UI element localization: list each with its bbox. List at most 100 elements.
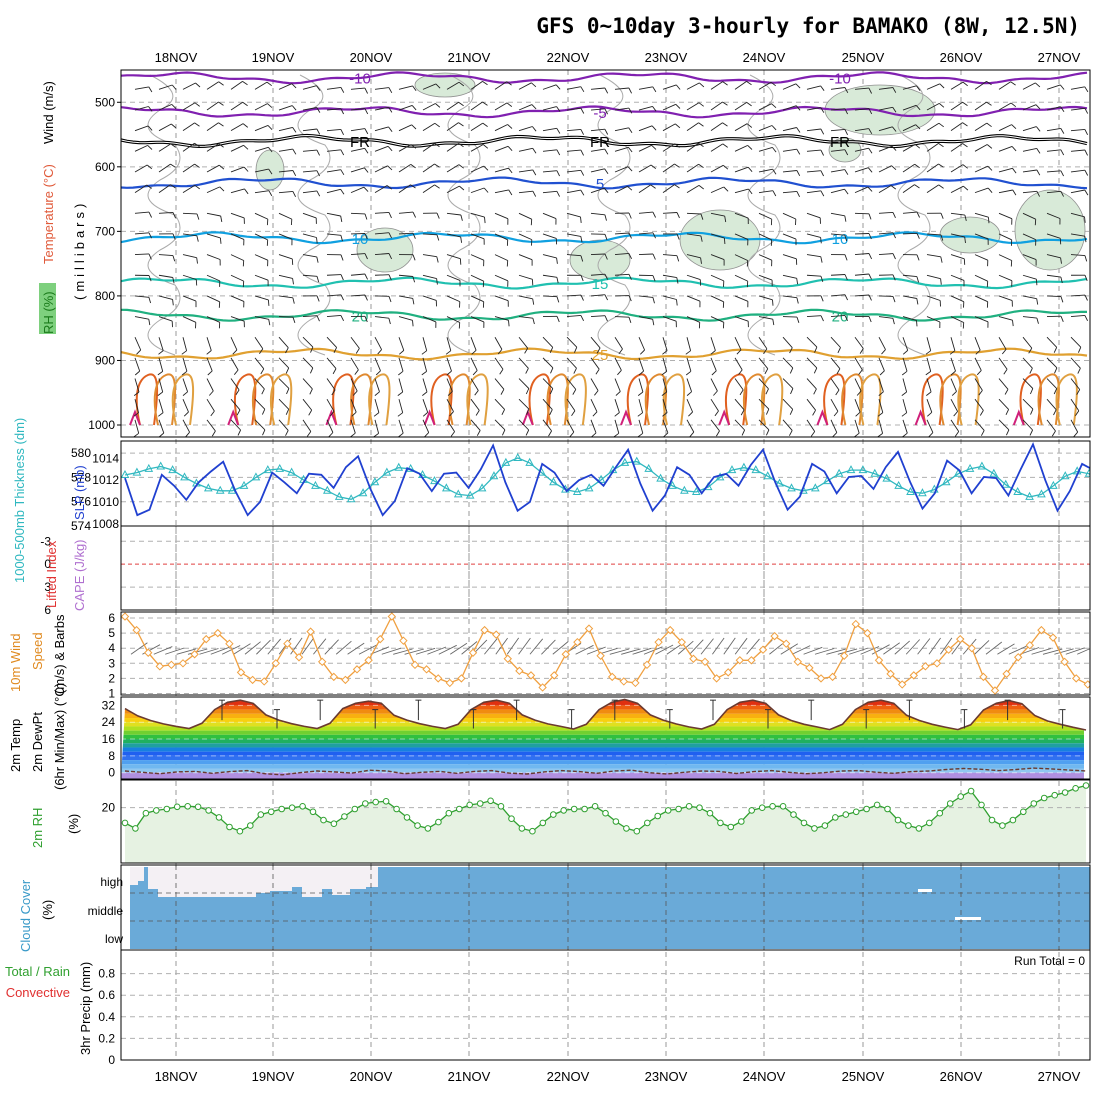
wind-barb: [710, 295, 724, 303]
thickness-point: [132, 467, 142, 476]
thickness-point: [620, 457, 630, 466]
wind-speed-point: [549, 671, 559, 680]
wind-barb: [206, 295, 220, 303]
wind-speed-point: [723, 668, 733, 677]
wind-barb-flag: [556, 257, 558, 264]
wind-barb: [998, 378, 1009, 390]
wind-barb: [350, 273, 365, 276]
wind-barb-flag: [820, 276, 824, 283]
wind-barb-flag: [901, 412, 907, 417]
wind-barb: [446, 337, 452, 351]
wind-barb: [494, 81, 507, 90]
wind-barb-flag: [422, 391, 428, 396]
p1-tick-label: 600: [95, 160, 115, 174]
wind-barb: [974, 165, 988, 173]
wind-barb-flag: [267, 299, 270, 306]
warm-contour: [1019, 373, 1042, 426]
wind-barb: [422, 399, 429, 413]
temp-band: [121, 722, 1084, 727]
wind-barb: [1022, 147, 1037, 152]
wind-barb-flag: [975, 349, 981, 355]
wind-barb: [782, 357, 794, 369]
wind-barb-flag: [595, 368, 600, 375]
rh-point: [978, 801, 985, 809]
wind-barb-flag: [854, 432, 860, 438]
wind-barb-flag: [309, 388, 313, 395]
wind-barb: [1046, 149, 1061, 152]
wind-barb: [998, 102, 1012, 111]
wind-speed-point: [828, 672, 837, 682]
rh-point: [121, 819, 129, 827]
wind-speed-point: [515, 666, 524, 676]
p7-label-a: Cloud Cover: [18, 879, 33, 952]
wind-barb-flag: [868, 108, 873, 115]
wind-barb-flag: [133, 432, 139, 438]
cloud-gap: [332, 867, 350, 895]
isotherm-label: 15: [592, 276, 609, 293]
p8-tick-label: 0.2: [98, 1031, 115, 1045]
wind-barb: [758, 190, 773, 194]
rh-point: [832, 814, 839, 821]
wind-barb: [422, 357, 428, 372]
wind-barb: [542, 357, 554, 369]
wind-barb: [494, 189, 509, 194]
surface-wind-barb: [871, 644, 890, 655]
wind-barb-flag: [158, 412, 164, 417]
wind-barb-flag: [525, 429, 530, 436]
wind-barb-flag: [267, 103, 273, 108]
wind-barb: [206, 186, 220, 194]
wind-barb-flag: [1053, 347, 1058, 353]
wind-barb-flag: [434, 184, 440, 189]
wind-barb-flag: [170, 184, 176, 189]
wind-barb: [638, 337, 646, 351]
hot-contour: [129, 409, 141, 426]
wind-barb: [494, 233, 508, 241]
rh-point: [591, 803, 599, 810]
wind-barb-flag: [580, 275, 584, 282]
cloud-label-middle: middle: [88, 904, 124, 918]
wind-barb: [350, 212, 366, 215]
surface-wind-barb: [404, 648, 425, 655]
surface-wind-barb: [928, 637, 941, 655]
wind-barb-flag: [436, 278, 438, 285]
p4-tick-label: 6: [108, 611, 115, 625]
wind-barb-flag: [267, 125, 273, 131]
wind-speed-point: [132, 625, 141, 635]
wind-barb: [134, 378, 140, 393]
wind-barb: [254, 81, 268, 90]
wind-barb-flag: [458, 164, 464, 169]
wind-barb: [158, 337, 164, 351]
wind-barb: [926, 399, 933, 413]
thickness-point: [846, 465, 856, 474]
wind-barb: [158, 295, 173, 300]
rh-point: [1009, 816, 1017, 824]
p5-tick-label: 0: [108, 766, 115, 780]
wind-barb: [806, 357, 818, 369]
wind-barb: [134, 86, 149, 90]
wind-barb: [446, 81, 460, 90]
thickness-point: [1025, 491, 1034, 500]
wind-barb: [1046, 274, 1061, 278]
wind-barb-flag: [835, 389, 840, 396]
wind-barb-flag: [614, 412, 620, 417]
wind-barb-flag: [652, 275, 656, 282]
wind-barb: [926, 378, 932, 393]
thickness-point: [1084, 468, 1090, 477]
wind-barb: [182, 316, 196, 323]
wind-barb-flag: [532, 148, 537, 154]
wind-speed-point: [909, 671, 919, 680]
wind-barb: [350, 378, 358, 392]
wind-barb-flag: [796, 148, 801, 155]
wind-speed-point: [584, 624, 594, 633]
p1-mb-label: (millibars): [72, 200, 87, 300]
wind-barb: [998, 295, 1013, 302]
wind-barb-flag: [172, 277, 175, 284]
rh-point: [957, 793, 965, 800]
rh-point: [518, 825, 526, 832]
wind-barb-flag: [1036, 317, 1039, 324]
wind-barb: [710, 81, 723, 90]
wind-barb-flag: [716, 430, 720, 437]
wind-barb-flag: [235, 389, 240, 396]
wind-barb-flag: [211, 430, 216, 437]
